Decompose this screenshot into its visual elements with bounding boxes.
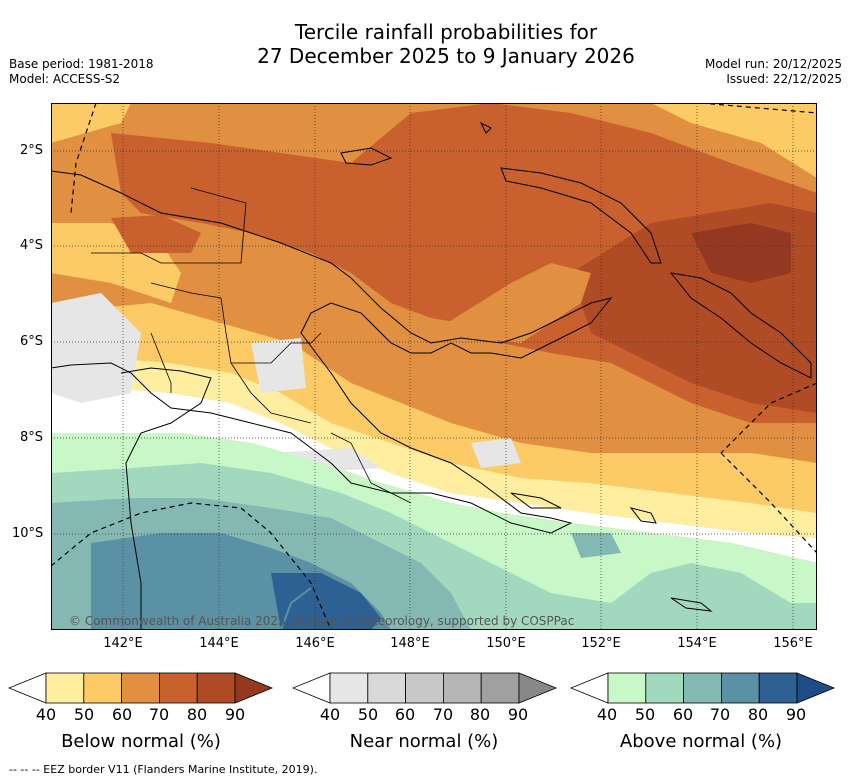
colorbar-low-extend — [8, 672, 47, 704]
lat-label-2s: 2°S — [20, 143, 44, 158]
base-period: Base period: 1981-2018 — [9, 57, 154, 71]
eez-footnote: -- -- -- EEZ border V11 (Flanders Marine… — [9, 763, 318, 776]
colorbar-segment — [405, 672, 444, 704]
lon-label-148e: 148°E — [390, 636, 430, 651]
lon-label-146e: 146°E — [295, 636, 335, 651]
colorbar-title-near: Near normal (%) — [349, 731, 499, 752]
colorbar-title-above: Above normal (%) — [619, 731, 783, 752]
colorbar-high-extend — [234, 672, 274, 704]
tick-label: 50 — [634, 705, 656, 724]
lon-label-150e: 150°E — [486, 636, 526, 651]
tick-label: 80 — [469, 705, 491, 724]
map-credit: © Commonwealth of Australia 2025, Bureau… — [69, 614, 574, 628]
lat-label-4s: 4°S — [20, 238, 44, 253]
lon-label-142e: 142°E — [103, 636, 143, 651]
colorbar-segment — [367, 672, 407, 704]
tick-label: 40 — [35, 705, 57, 724]
colorbar-title-below: Below normal (%) — [61, 731, 221, 752]
colorbar-segment — [480, 672, 520, 704]
graticule — [51, 103, 817, 630]
colorbar-low-extend — [570, 672, 609, 704]
colorbar-segment — [83, 672, 123, 704]
map-frame — [51, 103, 817, 630]
colorbar-segment — [158, 672, 198, 704]
colorbar-segment — [720, 672, 760, 704]
colorbar-segment — [645, 672, 685, 704]
probability-map: © Commonwealth of Australia 2025, Bureau… — [51, 103, 817, 630]
tick-label: 70 — [432, 705, 454, 724]
colorbar-segment — [683, 672, 722, 704]
tick-label: 60 — [672, 705, 694, 724]
shading-pale-yellow-northeast — [651, 103, 817, 178]
coastline — [51, 121, 812, 630]
eez-border — [51, 103, 817, 630]
tick-label: 50 — [73, 705, 95, 724]
shading-white-neutral — [51, 383, 817, 563]
colorbar-low-extend — [292, 672, 331, 704]
tick-label: 70 — [709, 705, 731, 724]
colorbar-below-normal — [8, 672, 274, 704]
shading-darkest-orange — [691, 223, 791, 283]
shading-blue — [271, 573, 381, 630]
tick-label: 70 — [148, 705, 170, 724]
tick-label: 50 — [357, 705, 379, 724]
shading-pale-yellow-northwest — [51, 103, 131, 143]
meta-right: Model run: 20/12/2025 Issued: 22/12/2025 — [705, 57, 842, 87]
lon-label-156e: 156°E — [773, 636, 813, 651]
map-title: Tercile rainfall probabilities for 27 De… — [0, 20, 850, 68]
title-line-1: Tercile rainfall probabilities for — [294, 20, 598, 44]
colorbar-high-extend — [518, 672, 558, 704]
lon-label-154e: 154°E — [677, 636, 717, 651]
lat-label-8s: 8°S — [20, 430, 44, 445]
shading-dark-orange-west — [111, 215, 201, 253]
colorbar-segment — [607, 672, 647, 704]
colorbar-segment — [758, 672, 798, 704]
colorbar-segment — [121, 672, 160, 704]
shading-grey-patch-west — [51, 293, 141, 403]
colorbar-segment — [45, 672, 85, 704]
lon-label-144e: 144°E — [199, 636, 239, 651]
colorbar-segment — [442, 672, 482, 704]
tick-label: 40 — [596, 705, 618, 724]
lon-label-152e: 152°E — [581, 636, 621, 651]
tick-label: 90 — [507, 705, 529, 724]
model-run: Model run: 20/12/2025 — [704, 57, 842, 71]
shading-pale-yellow-band — [51, 353, 817, 538]
colorbar-high-extend — [796, 672, 836, 704]
colorbar-segment — [196, 672, 236, 704]
colorbar-near-normal — [292, 672, 558, 704]
tick-label: 40 — [319, 705, 341, 724]
shading-grey-patch-central — [251, 338, 306, 393]
title-line-2: 27 December 2025 to 9 January 2026 — [257, 44, 635, 68]
lat-label-6s: 6°S — [20, 334, 44, 349]
tick-label: 90 — [785, 705, 807, 724]
tick-label: 60 — [394, 705, 416, 724]
model-name: Model: ACCESS-S2 — [9, 72, 121, 86]
tick-label: 80 — [747, 705, 769, 724]
shading-light-blue-edge — [280, 587, 312, 630]
tick-label: 90 — [224, 705, 246, 724]
colorbar-above-normal — [570, 672, 836, 704]
issued-date: Issued: 22/12/2025 — [726, 72, 842, 86]
shading-yellow-band — [51, 303, 817, 513]
lat-label-10s: 10°S — [12, 526, 44, 541]
tick-label: 80 — [186, 705, 208, 724]
shading-teal-east — [571, 533, 621, 558]
shading-grey-patch-east — [471, 438, 521, 468]
colorbar-segment — [329, 672, 369, 704]
tick-label: 60 — [111, 705, 133, 724]
meta-left: Base period: 1981-2018 Model: ACCESS-S2 — [9, 57, 154, 87]
province-borders — [91, 187, 412, 504]
